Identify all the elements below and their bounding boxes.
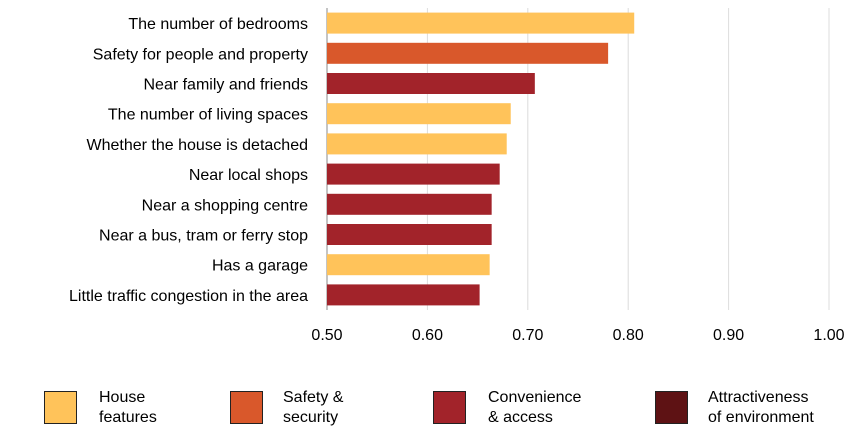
x-axis-ticks: 0.50 0.60 0.70 0.80 0.90 1.00 <box>311 327 844 344</box>
bar <box>327 42 609 64</box>
bars <box>327 12 635 306</box>
category-label: Near a bus, tram or ferry stop <box>99 228 308 245</box>
bar <box>327 193 492 215</box>
bar <box>327 254 490 276</box>
legend-item-convenience-access: Convenience & access <box>433 388 638 428</box>
legend-label-attractiveness-environment: Attractiveness of environment <box>708 389 814 426</box>
x-tick-label: 0.60 <box>412 327 443 344</box>
category-label: Near family and friends <box>143 77 308 94</box>
legend: House features Safety & security Conveni… <box>0 388 850 448</box>
legend-label-convenience-access: Convenience & access <box>488 389 582 426</box>
bar <box>327 284 480 306</box>
legend-item-house-features: House features <box>44 388 249 428</box>
legend-label-house-features: House features <box>99 389 157 426</box>
bar <box>327 103 511 125</box>
category-label: Safety for people and property <box>93 46 308 63</box>
bar-chart: The number of bedrooms Safety for people … <box>69 8 845 344</box>
bar <box>327 224 492 245</box>
x-tick-label: 0.80 <box>613 327 644 344</box>
category-label: Has a garage <box>212 258 308 275</box>
bar <box>327 73 535 94</box>
category-label: The number of bedrooms <box>128 16 308 33</box>
legend-label-safety-security: Safety & security <box>283 389 344 426</box>
bar <box>327 12 635 34</box>
x-tick-label: 1.00 <box>813 327 844 344</box>
category-label: Near local shops <box>189 167 308 184</box>
category-label: The number of living spaces <box>108 107 308 124</box>
bar <box>327 133 507 155</box>
category-label: Whether the house is detached <box>87 137 308 154</box>
legend-item-safety-security: Safety & security <box>230 388 433 428</box>
x-tick-label: 0.90 <box>713 327 744 344</box>
legend-item-attractiveness-environment: Attractiveness of environment <box>655 388 850 428</box>
category-labels: The number of bedrooms Safety for people … <box>69 16 308 305</box>
category-label: Near a shopping centre <box>142 197 308 214</box>
x-tick-label: 0.50 <box>311 327 342 344</box>
x-tick-label: 0.70 <box>512 327 543 344</box>
bar <box>327 163 500 185</box>
category-label: Little traffic congestion in the area <box>69 288 308 305</box>
